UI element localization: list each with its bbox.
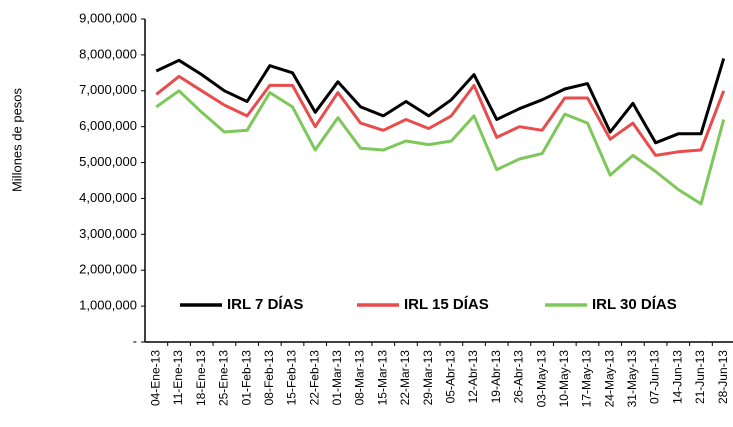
x-tick-label: 24-May-13 <box>602 350 616 408</box>
x-tick-label: 11-Ene-13 <box>171 350 185 405</box>
y-tick-label: 7,000,000 <box>79 82 137 97</box>
y-tick-label: - <box>133 333 137 348</box>
legend-label: IRL 30 DÍAS <box>592 296 677 313</box>
x-tick-label: 29-Mar-13 <box>421 350 435 406</box>
x-tick-label: 22-Feb-13 <box>307 350 321 406</box>
legend-label: IRL 7 DÍAS <box>227 296 303 313</box>
x-tick-label: 19-Abr-13 <box>489 350 503 404</box>
y-tick-label: 1,000,000 <box>79 298 137 313</box>
y-tick-label: 3,000,000 <box>79 226 137 241</box>
x-tick-label: 01-Feb-13 <box>239 350 253 406</box>
x-tick-label: 08-Mar-13 <box>353 350 367 406</box>
series-line <box>155 89 726 206</box>
x-tick-label: 22-Mar-13 <box>398 350 412 406</box>
y-tick-label: 2,000,000 <box>79 262 137 277</box>
x-tick-label: 25-Ene-13 <box>217 350 231 406</box>
x-tick-label: 21-Jun-13 <box>693 350 707 404</box>
y-tick-label: 9,000,000 <box>79 10 137 25</box>
x-tick-label: 03-May-13 <box>534 350 548 408</box>
x-tick-label: 18-Ene-13 <box>194 350 208 406</box>
series-line <box>155 58 726 145</box>
y-tick-label: 8,000,000 <box>79 46 137 61</box>
x-tick-label: 15-Feb-13 <box>285 350 299 406</box>
x-tick-label: 28-Jun-13 <box>716 350 730 404</box>
y-tick-label: 5,000,000 <box>79 154 137 169</box>
x-tick-label: 07-Jun-13 <box>648 350 662 404</box>
y-tick-label: 6,000,000 <box>79 118 137 133</box>
x-tick-label: 10-May-13 <box>557 350 571 408</box>
x-tick-label: 01-Mar-13 <box>330 350 344 406</box>
x-tick-label: 08-Feb-13 <box>262 350 276 406</box>
x-tick-label: 12-Abr-13 <box>466 350 480 404</box>
x-tick-label: 26-Abr-13 <box>512 350 526 404</box>
x-tick-label: 31-May-13 <box>625 350 639 408</box>
x-tick-label: 15-Mar-13 <box>375 350 389 406</box>
x-tick-label: 17-May-13 <box>580 350 594 408</box>
legend-label: IRL 15 DÍAS <box>404 296 489 313</box>
x-tick-label: 04-Ene-13 <box>149 350 163 406</box>
series-line <box>155 74 726 157</box>
x-tick-label: 05-Abr-13 <box>444 350 458 404</box>
y-axis-label: Millones de pesos <box>9 87 24 192</box>
y-tick-label: 4,000,000 <box>79 190 137 205</box>
x-tick-label: 14-Jun-13 <box>670 350 684 404</box>
